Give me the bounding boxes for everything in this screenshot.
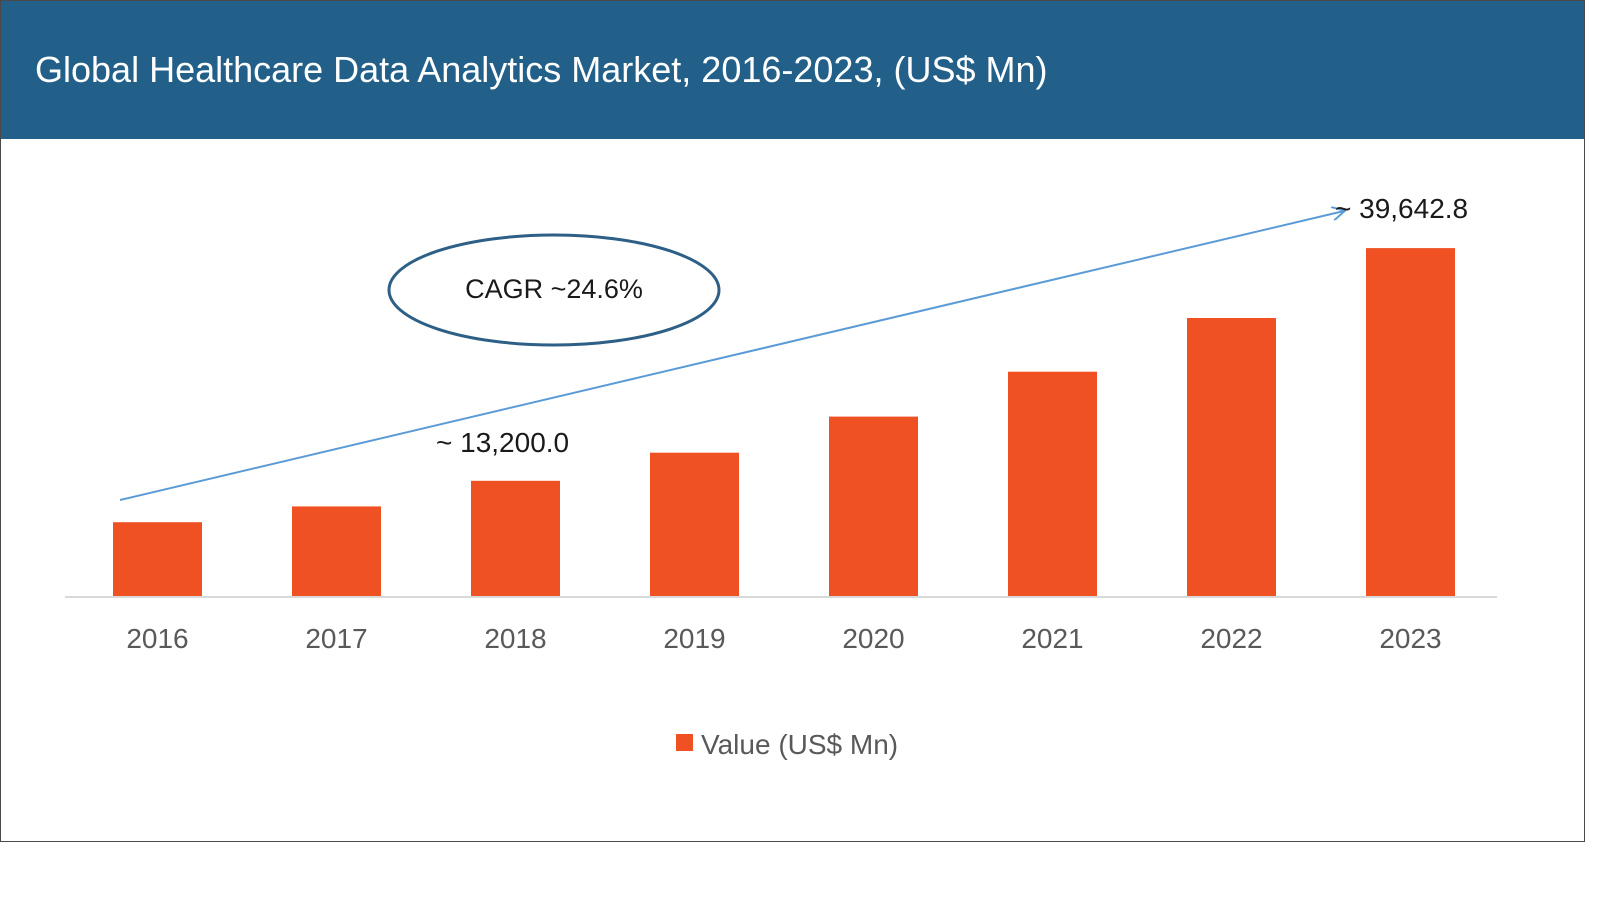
data-label-2023: ~ 39,642.8: [1335, 193, 1468, 224]
bar-2021: [1008, 371, 1097, 597]
legend-swatch: [676, 734, 693, 751]
x-tick-label-2017: 2017: [305, 623, 367, 654]
legend-label: Value (US$ Mn): [701, 729, 898, 760]
x-tick-label-2018: 2018: [484, 623, 546, 654]
x-tick-label-2022: 2022: [1200, 623, 1262, 654]
x-tick-label-2016: 2016: [126, 623, 188, 654]
cagr-label: CAGR ~24.6%: [465, 274, 643, 304]
cagr-ellipse: [387, 233, 721, 347]
chart-frame: Global Healthcare Data Analytics Market,…: [0, 0, 1585, 842]
trend-arrow: [119, 211, 1344, 501]
chart-title: Global Healthcare Data Analytics Market,…: [35, 49, 1048, 90]
x-tick-label-2020: 2020: [842, 623, 904, 654]
bar-2020: [829, 416, 918, 597]
x-tick-labels: 2016 2017 2018 2019 2020 2021 2022 2023: [126, 623, 1441, 654]
bar-2023: [1366, 248, 1455, 597]
title-bar: Global Healthcare Data Analytics Market,…: [1, 1, 1584, 139]
bar-2022: [1187, 318, 1276, 597]
x-tick-label-2021: 2021: [1021, 623, 1083, 654]
bar-2017: [292, 506, 381, 597]
bar-2019: [650, 452, 739, 597]
data-label-2018: ~ 13,200.0: [436, 427, 569, 458]
bar-2018: [471, 480, 560, 597]
x-tick-label-2019: 2019: [663, 623, 725, 654]
x-tick-label-2023: 2023: [1379, 623, 1441, 654]
bars: [113, 248, 1455, 597]
bar-2016: [113, 522, 202, 597]
legend: Value (US$ Mn): [676, 729, 898, 760]
